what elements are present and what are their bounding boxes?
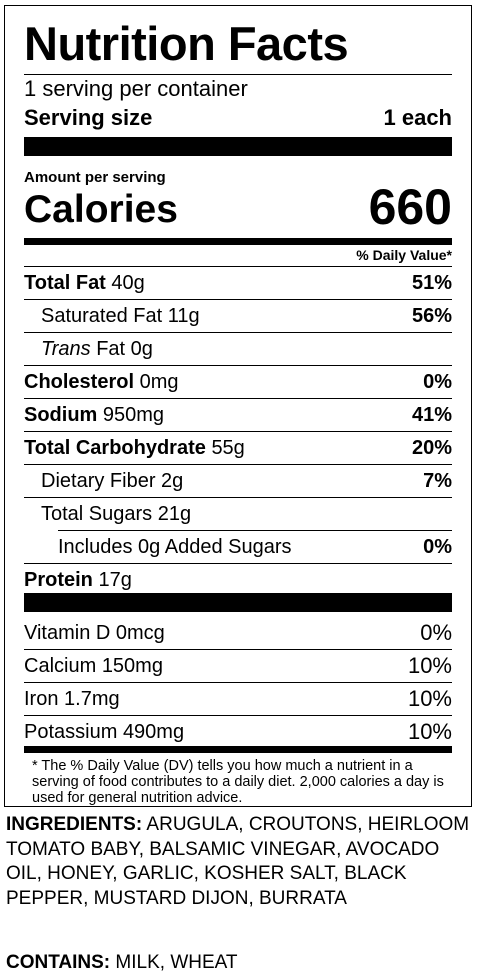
nutrient-name: Total Carbohydrate (24, 437, 206, 459)
row-divider (24, 563, 452, 564)
vitamin-dv: 10% (407, 686, 452, 711)
daily-value-header: % Daily Value* (356, 247, 452, 263)
vitamin-name: Vitamin D (24, 622, 111, 644)
servings-per-container: 1 serving per container (24, 76, 248, 101)
nutrient-name: Includes 0g Added Sugars (58, 536, 292, 558)
vitamin-amount: 0mcg (115, 622, 165, 644)
nutrient-dv: 56% (411, 305, 452, 327)
nutrient-row-added-sugars: Includes 0g Added Sugars 0% (24, 530, 452, 563)
thick-divider (24, 137, 452, 156)
serving-size-label: Serving size (24, 105, 153, 130)
row-divider (24, 332, 452, 333)
daily-value-footnote: * The % Daily Value (DV) tells you how m… (32, 758, 444, 806)
row-divider (58, 530, 452, 531)
nutrient-dv: 51% (411, 272, 452, 294)
medium-divider (24, 238, 452, 245)
nutrient-name: Total Fat (24, 272, 106, 294)
row-divider (24, 266, 452, 267)
vitamin-row-iron: Iron 1.7mg 10% (24, 682, 452, 715)
nutrient-amount: 40g (111, 272, 145, 294)
ingredients-text: ARUGULA, CROUTONS, HEIRLOOM TOMATO BABY,… (6, 814, 470, 909)
calories-value: 660 (368, 179, 452, 235)
nutrient-row-total-sugars: Total Sugars 21g (24, 497, 452, 530)
nutrient-dv: 7% (423, 470, 452, 492)
vitamin-dv: 0% (420, 620, 452, 645)
contains-text: MILK, WHEAT (115, 952, 238, 973)
serving-size-value: 1 each (383, 105, 453, 130)
nutrient-name: Cholesterol (24, 371, 135, 393)
nutrient-name: Trans (41, 338, 91, 360)
vitamin-amount: 1.7mg (64, 688, 120, 710)
thick-divider-vitamins (24, 593, 452, 612)
row-divider (24, 649, 452, 650)
nutrient-amount: 0g (130, 338, 153, 360)
nutrient-row-trans-fat: Trans Fat 0g (24, 332, 452, 365)
vitamin-name: Calcium (24, 655, 97, 677)
nutrient-row-protein: Protein 17g (24, 563, 452, 596)
nutrient-row-sodium: Sodium 950mg 41% (24, 398, 452, 431)
vitamin-name: Iron (24, 688, 59, 710)
nutrient-row-dietary-fiber: Dietary Fiber 2g 7% (24, 464, 452, 497)
row-divider (24, 299, 452, 300)
vitamin-amount: 490mg (122, 721, 185, 743)
nutrient-dv: 0% (423, 371, 452, 393)
row-divider (24, 398, 452, 399)
nutrient-name: Sodium (24, 404, 98, 426)
row-divider (24, 682, 452, 683)
vitamin-dv: 10% (407, 719, 452, 744)
vitamin-name: Potassium (24, 721, 118, 743)
contains-heading: CONTAINS: (6, 952, 111, 973)
vitamin-amount: 150mg (101, 655, 163, 677)
nutrient-amount: 17g (98, 569, 132, 591)
amount-per-serving: Amount per serving (24, 169, 166, 186)
nutrient-dv: 0% (423, 536, 452, 558)
nutrient-amount: 2g (161, 470, 184, 492)
nutrient-amount: 950mg (102, 404, 165, 426)
row-divider (24, 715, 452, 716)
allergens-block: CONTAINS: MILK, WHEAT (6, 953, 238, 972)
ingredients-block: INGREDIENTS: ARUGULA, CROUTONS, HEIRLOOM… (6, 813, 472, 911)
nutrient-name-rest: Fat (96, 338, 126, 360)
nutrient-row-total-fat: Total Fat 40g 51% (24, 266, 452, 299)
vitamin-dv: 10% (407, 653, 452, 678)
nutrient-dv: 41% (411, 404, 452, 426)
nutrient-row-saturated-fat: Saturated Fat 11g 56% (24, 299, 452, 332)
label-title: Nutrition Facts (24, 17, 349, 70)
nutrient-dv: 20% (411, 437, 452, 459)
footnote-divider (24, 746, 452, 753)
nutrient-name: Saturated Fat (41, 305, 163, 327)
row-divider (24, 464, 452, 465)
nutrient-row-cholesterol: Cholesterol 0mg 0% (24, 365, 452, 398)
nutrient-amount: 21g (157, 503, 192, 525)
nutrient-row-total-carbohydrate: Total Carbohydrate 55g 20% (24, 431, 452, 464)
title-divider (24, 74, 452, 75)
serving-size-row: Serving size 1 each (24, 107, 452, 129)
vitamin-row-potassium: Potassium 490mg 10% (24, 715, 452, 748)
nutrient-name: Total Sugars (41, 503, 153, 525)
nutrition-facts-label: Nutrition Facts 1 serving per container … (4, 5, 472, 807)
nutrient-name: Protein (24, 569, 93, 591)
vitamin-row-vitamin-d: Vitamin D 0mcg 0% (24, 612, 452, 645)
nutrient-amount: 0mg (139, 371, 179, 393)
vitamin-row-calcium: Calcium 150mg 10% (24, 649, 452, 682)
nutrient-name: Dietary Fiber (41, 470, 156, 492)
row-divider (24, 431, 452, 432)
row-divider (24, 365, 452, 366)
ingredients-heading: INGREDIENTS: (6, 814, 143, 835)
row-divider (24, 497, 452, 498)
calories-label: Calories (24, 188, 178, 231)
nutrient-amount: 55g (211, 437, 245, 459)
nutrient-amount: 11g (167, 305, 200, 327)
